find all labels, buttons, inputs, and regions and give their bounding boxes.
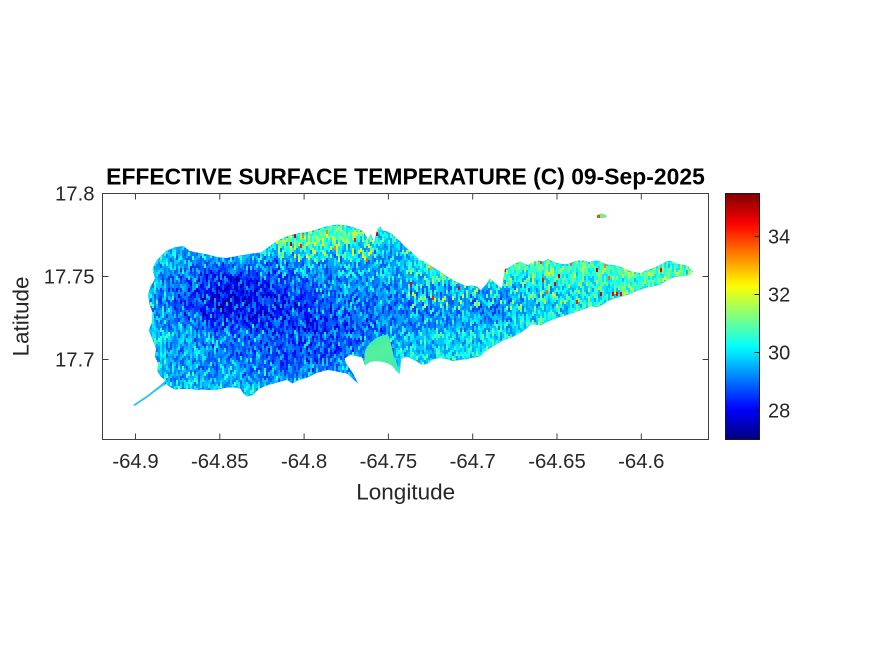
svg-text:-64.9: -64.9	[112, 451, 158, 473]
svg-text:Longitude: Longitude	[356, 480, 455, 505]
svg-text:-64.75: -64.75	[360, 451, 418, 473]
svg-text:EFFECTIVE SURFACE TEMPERATURE: EFFECTIVE SURFACE TEMPERATURE (C) 09-Sep…	[106, 163, 705, 189]
svg-text:17.75: 17.75	[44, 267, 95, 289]
svg-text:17.8: 17.8	[55, 184, 94, 206]
svg-text:34: 34	[768, 227, 790, 249]
svg-text:32: 32	[768, 285, 790, 307]
svg-text:17.7: 17.7	[55, 350, 94, 372]
svg-text:Latitude: Latitude	[9, 276, 34, 356]
svg-text:-64.65: -64.65	[528, 451, 586, 473]
svg-text:-64.7: -64.7	[450, 451, 496, 473]
svg-text:-64.85: -64.85	[191, 451, 249, 473]
svg-text:28: 28	[768, 401, 790, 423]
svg-text:-64.8: -64.8	[281, 451, 327, 473]
svg-text:-64.6: -64.6	[618, 451, 664, 473]
svg-text:30: 30	[768, 343, 790, 365]
